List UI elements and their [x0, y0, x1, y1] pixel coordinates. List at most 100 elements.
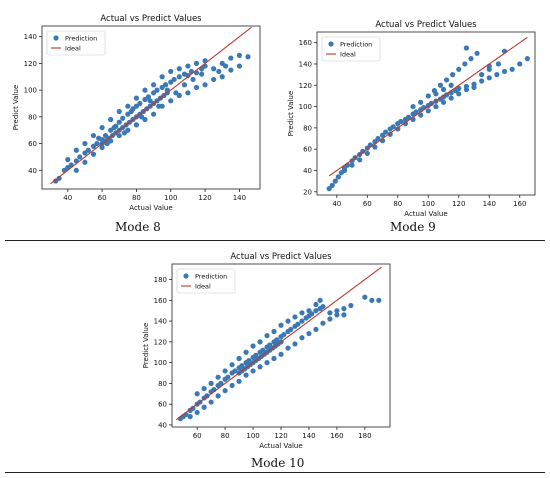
prediction-point	[329, 182, 335, 189]
prediction-point	[120, 115, 126, 121]
prediction-point	[201, 385, 207, 392]
prediction-point	[215, 393, 221, 399]
prediction-point	[190, 76, 196, 83]
prediction-point	[99, 124, 105, 131]
prediction-point	[82, 140, 88, 147]
y-axis-label: Predict Value	[142, 323, 150, 369]
prediction-point	[437, 82, 444, 88]
prediction-point	[271, 328, 277, 335]
prediction-point	[494, 72, 500, 78]
prediction-point	[159, 74, 165, 80]
x-tick-label: 140	[483, 200, 496, 208]
y-tick-label: 80	[303, 124, 312, 132]
prediction-point	[334, 308, 340, 314]
x-tick-label: 120	[452, 200, 465, 208]
prediction-point	[313, 326, 319, 333]
x-tick-label: 120	[198, 194, 211, 202]
prediction-point	[225, 374, 231, 380]
prediction-point	[181, 82, 188, 88]
y-tick-label: 160	[154, 297, 167, 305]
y-tick-label: 100	[24, 87, 37, 95]
prediction-point	[271, 355, 277, 362]
y-tick-label: 40	[28, 167, 37, 175]
prediction-point	[418, 99, 424, 105]
prediction-point	[320, 320, 326, 326]
y-tick-label: 60	[28, 140, 37, 148]
prediction-point	[204, 393, 210, 399]
prediction-point	[85, 147, 91, 153]
prediction-point	[317, 297, 323, 303]
x-tick-label: 100	[164, 194, 177, 202]
prediction-point	[295, 321, 301, 327]
prediction-point	[517, 61, 523, 67]
y-axis-label: Predict Value	[287, 91, 295, 137]
prediction-point	[250, 343, 256, 349]
prediction-point	[313, 301, 319, 308]
prediction-point	[228, 55, 234, 61]
prediction-point	[229, 382, 235, 389]
prediction-point	[94, 140, 100, 147]
prediction-point	[495, 61, 502, 67]
legend: Prediction Ideal	[46, 30, 106, 56]
prediction-point	[274, 337, 280, 343]
x-tick-label: 140	[233, 194, 246, 202]
prediction-point	[99, 144, 105, 151]
prediction-point	[194, 409, 200, 416]
prediction-point	[320, 303, 326, 310]
prediction-point	[362, 294, 368, 300]
prediction-point	[232, 368, 238, 374]
divider-bottom	[5, 472, 545, 473]
prediction-point	[257, 364, 263, 370]
prediction-point	[171, 76, 177, 83]
y-tick-label: 20	[303, 188, 312, 196]
y-tick-label: 80	[28, 113, 37, 121]
y-tick-label: 100	[299, 103, 312, 111]
prediction-point	[185, 63, 191, 69]
x-tick-label: 180	[358, 432, 371, 440]
prediction-point	[450, 72, 456, 78]
prediction-point	[154, 87, 160, 93]
legend-prediction-label: Prediction	[340, 41, 372, 49]
prediction-point	[433, 91, 439, 97]
prediction-point	[360, 148, 366, 154]
divider-top	[5, 240, 545, 241]
x-tick-label: 120	[274, 432, 287, 440]
prediction-point	[176, 74, 182, 80]
prediction-point	[168, 68, 174, 75]
chart-title: Actual vs Predict Values	[375, 20, 477, 30]
prediction-point	[428, 100, 434, 106]
legend-ideal-label: Ideal	[65, 45, 81, 53]
mode-10-label: Mode 10	[251, 456, 305, 470]
prediction-point	[418, 112, 424, 118]
legend-prediction-marker	[183, 273, 189, 279]
scatter-chart-svg: Actual vs Predict Values 40 60 80 100 120 140 1…	[287, 20, 536, 218]
prediction-point	[413, 109, 419, 115]
prediction-point	[387, 131, 393, 137]
prediction-point	[260, 347, 266, 353]
prediction-point	[236, 378, 242, 384]
prediction-point	[364, 150, 370, 157]
y-tick-label: 180	[154, 276, 167, 284]
prediction-point	[375, 135, 381, 142]
prediction-point	[285, 345, 291, 351]
prediction-point	[288, 326, 294, 333]
prediction-point	[376, 297, 382, 303]
prediction-point	[456, 91, 462, 97]
prediction-point	[306, 330, 312, 337]
prediction-point	[96, 135, 102, 141]
y-tick-label: 100	[154, 359, 167, 367]
prediction-point	[341, 312, 347, 318]
prediction-point	[327, 316, 333, 322]
x-tick-label: 60	[363, 200, 372, 208]
prediction-point	[313, 308, 319, 314]
prediction-point	[222, 388, 228, 394]
prediction-point	[104, 140, 110, 147]
prediction-point	[236, 63, 243, 69]
prediction-point	[82, 159, 88, 165]
x-tick-label: 160	[513, 200, 526, 208]
prediction-point	[116, 119, 122, 125]
prediction-point	[199, 71, 205, 77]
x-tick-label: 60	[193, 432, 202, 440]
prediction-point	[113, 123, 119, 129]
prediction-point	[440, 99, 447, 105]
